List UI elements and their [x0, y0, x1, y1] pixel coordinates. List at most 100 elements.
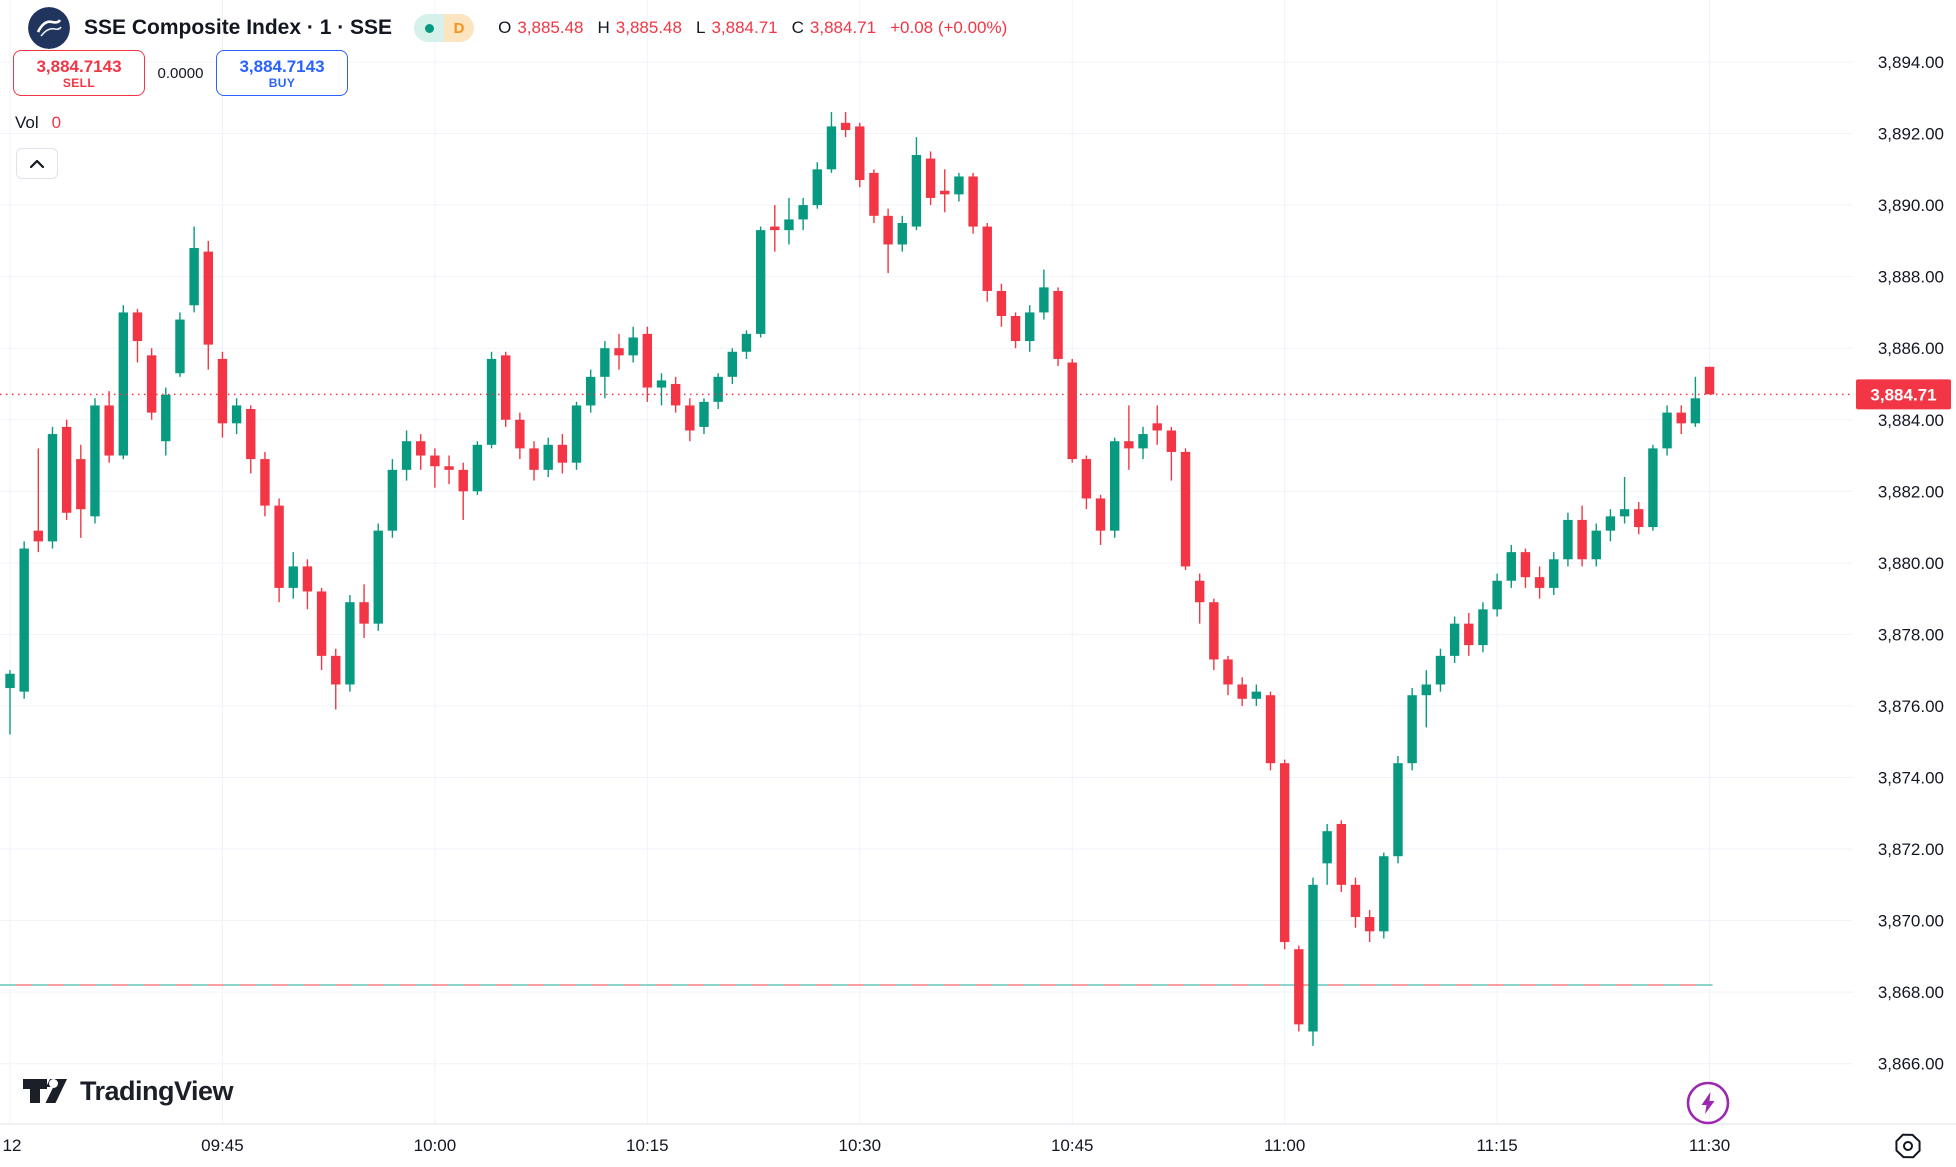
- price-axis-label[interactable]: 3,866.00: [1878, 1055, 1944, 1074]
- candle-body: [1223, 659, 1233, 685]
- interval-badge[interactable]: D: [444, 14, 475, 42]
- candle-body: [472, 444, 483, 492]
- candle-body: [755, 230, 766, 334]
- instant-trading-button[interactable]: [1684, 1079, 1732, 1130]
- candle-body: [132, 312, 143, 342]
- candle-body: [770, 226, 780, 231]
- candle-body: [61, 426, 72, 513]
- symbol-title[interactable]: SSE Composite Index · 1 · SSE: [84, 16, 393, 39]
- candle-body: [826, 126, 837, 170]
- time-axis-label[interactable]: 10:15: [626, 1136, 669, 1155]
- candle-body: [175, 319, 185, 374]
- candle-body: [1322, 831, 1332, 864]
- candle-body: [1506, 552, 1516, 581]
- price-axis-label[interactable]: 3,894.00: [1878, 53, 1944, 72]
- time-axis-label[interactable]: 10:30: [839, 1136, 882, 1155]
- price-axis-label[interactable]: 3,874.00: [1878, 769, 1944, 788]
- candle-body: [1704, 366, 1715, 395]
- candle-body: [543, 444, 553, 470]
- time-axis-label[interactable]: 10:00: [414, 1136, 457, 1155]
- time-axis-label[interactable]: 11:00: [1264, 1136, 1305, 1155]
- price-axis-label[interactable]: 3,884.00: [1878, 411, 1944, 430]
- candle-body: [1648, 448, 1658, 528]
- candle-body: [1549, 559, 1559, 588]
- candle-body: [501, 355, 511, 420]
- candle-body: [1577, 519, 1587, 560]
- time-axis-label[interactable]: 11:15: [1476, 1136, 1517, 1155]
- price-axis-label[interactable]: 3,872.00: [1878, 840, 1944, 859]
- candle-body: [104, 405, 114, 456]
- candle-body: [954, 176, 964, 195]
- candle-body: [557, 444, 568, 463]
- candle-body: [1662, 412, 1672, 449]
- tradingview-watermark-text: TradingView: [80, 1075, 234, 1106]
- candle-body: [189, 248, 199, 306]
- candle-body: [316, 591, 327, 656]
- change-value: +0.08 (+0.00%): [890, 18, 1008, 37]
- candle-body: [812, 169, 822, 206]
- time-axis-label[interactable]: 09:45: [201, 1136, 244, 1155]
- candle-body: [897, 222, 907, 245]
- buy-button[interactable]: 3,884.7143 BUY: [216, 50, 348, 96]
- candle-body: [1294, 949, 1304, 1025]
- candle-body: [1265, 695, 1276, 764]
- candle-body: [47, 434, 58, 542]
- candle-body: [1039, 287, 1049, 313]
- market-status-dot-wrap: [414, 14, 445, 42]
- time-axis-label[interactable]: 11:30: [1689, 1136, 1730, 1155]
- candle-body: [246, 409, 256, 460]
- candle-body: [784, 219, 794, 231]
- price-axis-label[interactable]: 3,882.00: [1878, 482, 1944, 501]
- candle-body: [5, 673, 15, 689]
- spread-value: 0.0000: [157, 64, 204, 82]
- time-axis-label[interactable]: 10:45: [1051, 1136, 1094, 1155]
- candle-body: [1067, 362, 1077, 460]
- candle-body: [1563, 519, 1573, 560]
- price-axis-label[interactable]: 3,868.00: [1878, 983, 1944, 1002]
- high-label: H: [597, 18, 610, 37]
- last-price-tag[interactable]: [1856, 379, 1951, 410]
- buy-label: BUY: [268, 75, 296, 90]
- candle-body: [1393, 763, 1403, 857]
- price-axis-label[interactable]: 3,880.00: [1878, 554, 1944, 573]
- candle-body: [203, 251, 213, 345]
- market-status-interval-pill[interactable]: D: [414, 14, 475, 42]
- candle-body: [19, 548, 29, 692]
- candle-body: [699, 401, 709, 427]
- price-axis-label[interactable]: 3,878.00: [1878, 625, 1944, 644]
- candle-body: [76, 459, 86, 510]
- date-axis-label[interactable]: 12: [3, 1136, 22, 1155]
- price-axis-label[interactable]: 3,890.00: [1878, 196, 1944, 215]
- candle-body: [1591, 530, 1601, 560]
- candle-body: [1634, 509, 1644, 528]
- price-axis-label[interactable]: 3,870.00: [1878, 912, 1944, 931]
- market-open-dot-icon: [424, 23, 434, 33]
- price-axis-label[interactable]: 3,886.00: [1878, 339, 1944, 358]
- candle-body: [1605, 516, 1616, 531]
- candle-body: [529, 448, 539, 470]
- candle-body: [1690, 398, 1701, 424]
- candle-body: [331, 655, 341, 685]
- candle-body: [1095, 498, 1106, 531]
- volume-value: 0: [51, 113, 62, 132]
- price-axis-label[interactable]: 3,888.00: [1878, 268, 1944, 287]
- candle-body: [1010, 316, 1021, 342]
- candle-body: [302, 566, 313, 592]
- sell-button[interactable]: 3,884.7143 SELL: [13, 50, 145, 96]
- high-value: 3,885.48: [615, 18, 682, 37]
- volume-readout: Vol 0: [15, 113, 61, 133]
- candle-body: [1619, 509, 1630, 517]
- tradingview-watermark[interactable]: TradingView: [22, 1074, 234, 1108]
- session-settings-button[interactable]: [1892, 1130, 1924, 1165]
- candle-body: [940, 190, 950, 195]
- price-axis-label[interactable]: 3,876.00: [1878, 697, 1944, 716]
- last-price-tag-value: 3,884.71: [1870, 385, 1936, 404]
- candle-body: [486, 358, 497, 445]
- candle-body: [840, 122, 851, 130]
- sse-symbol-logo-icon[interactable]: [28, 7, 70, 49]
- collapse-panel-button[interactable]: [16, 148, 58, 179]
- candle-body: [869, 172, 879, 216]
- candle-body: [1166, 430, 1177, 452]
- price-axis-label[interactable]: 3,892.00: [1878, 125, 1944, 144]
